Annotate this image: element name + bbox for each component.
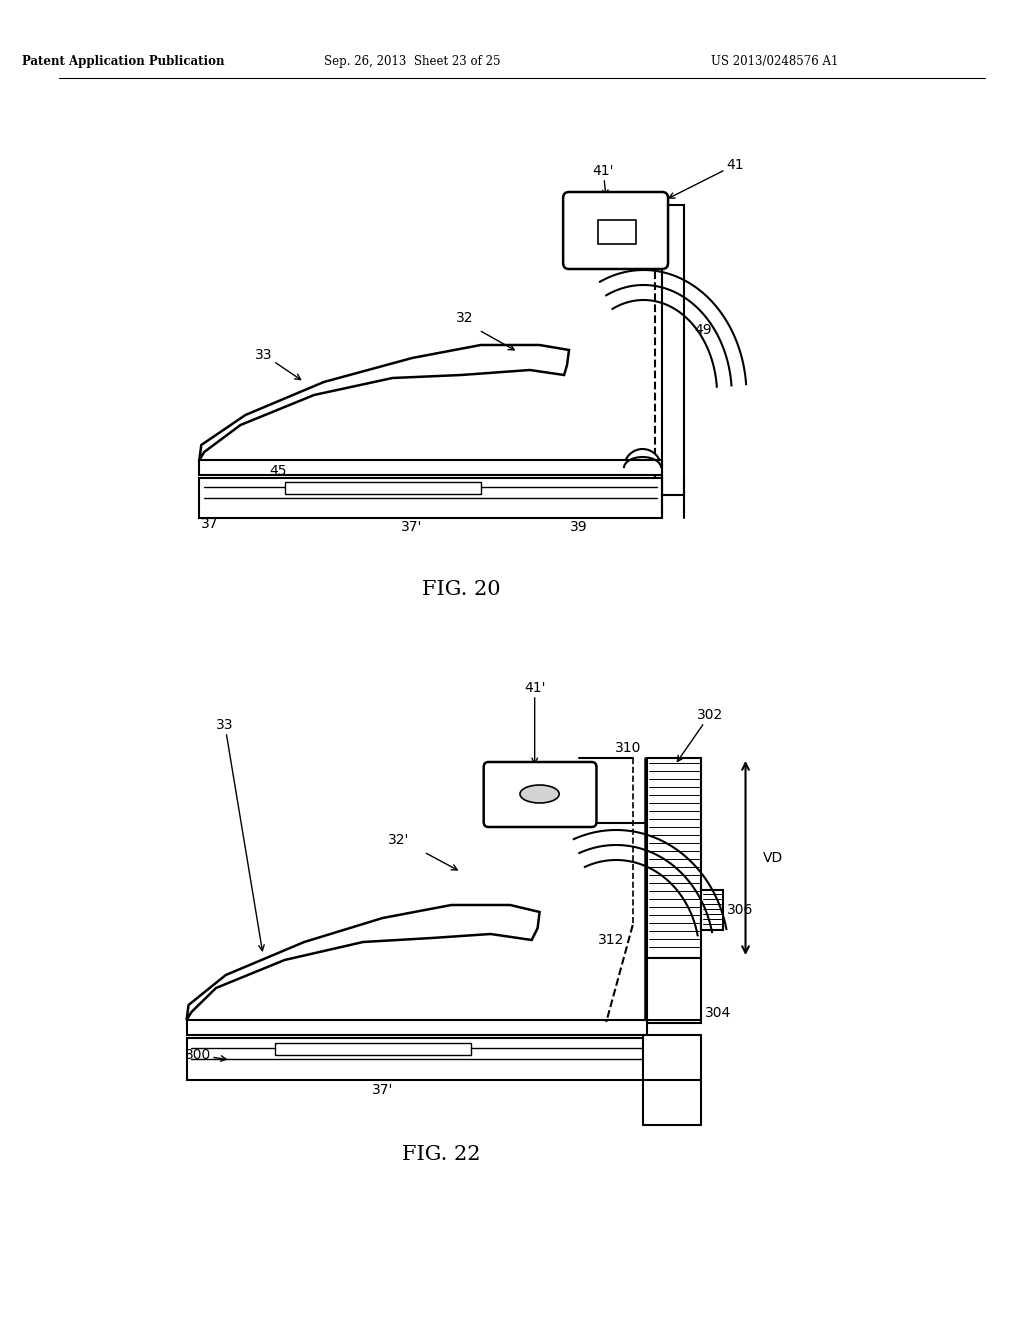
- Text: 41': 41': [593, 164, 614, 195]
- Text: 32: 32: [457, 312, 474, 325]
- Text: 37': 37': [401, 520, 423, 535]
- Text: FIG. 22: FIG. 22: [402, 1144, 481, 1164]
- Text: 33: 33: [255, 348, 301, 380]
- Bar: [274, 1043, 471, 1055]
- Text: VD: VD: [763, 851, 783, 865]
- Bar: [642, 1035, 701, 1125]
- Text: 306: 306: [727, 903, 754, 917]
- Text: US 2013/0248576 A1: US 2013/0248576 A1: [712, 55, 839, 69]
- FancyBboxPatch shape: [563, 191, 668, 269]
- FancyBboxPatch shape: [483, 762, 596, 828]
- Text: 304: 304: [706, 1006, 731, 1020]
- Text: 49: 49: [694, 323, 712, 337]
- Bar: [200, 478, 663, 517]
- Text: 45: 45: [269, 465, 287, 478]
- Text: 312: 312: [598, 933, 624, 946]
- Bar: [200, 459, 663, 475]
- Text: 41: 41: [669, 158, 743, 198]
- Bar: [647, 958, 701, 1023]
- Text: 33: 33: [216, 718, 264, 950]
- Text: 39: 39: [570, 520, 588, 535]
- Text: 310: 310: [614, 741, 641, 755]
- Text: 32': 32': [388, 833, 409, 847]
- Bar: [285, 482, 480, 494]
- Text: 302: 302: [678, 708, 723, 762]
- Text: Patent Application Publication: Patent Application Publication: [22, 55, 224, 69]
- Bar: [598, 220, 636, 244]
- Wedge shape: [624, 449, 662, 469]
- Bar: [186, 1038, 696, 1080]
- Bar: [701, 890, 723, 931]
- Polygon shape: [186, 906, 540, 1020]
- Polygon shape: [200, 345, 569, 459]
- Bar: [647, 758, 701, 958]
- Ellipse shape: [520, 785, 559, 803]
- Text: Sep. 26, 2013  Sheet 23 of 25: Sep. 26, 2013 Sheet 23 of 25: [324, 55, 501, 69]
- Text: FIG. 20: FIG. 20: [422, 579, 501, 599]
- Text: 300: 300: [185, 1048, 226, 1063]
- Text: 37': 37': [372, 1082, 393, 1097]
- Bar: [186, 1020, 647, 1035]
- Bar: [663, 205, 684, 495]
- Text: 41': 41': [524, 681, 546, 764]
- Text: 37: 37: [201, 517, 218, 531]
